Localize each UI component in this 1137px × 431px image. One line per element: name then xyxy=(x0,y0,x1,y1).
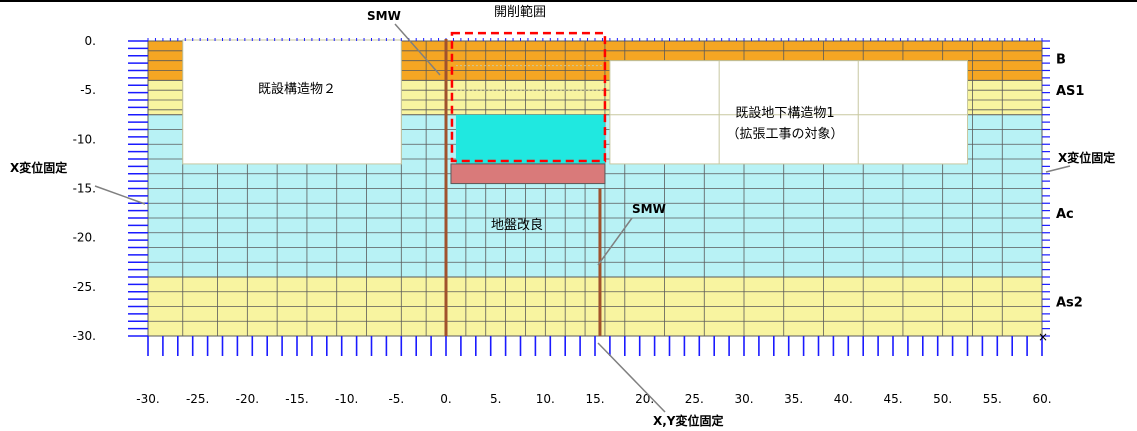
x-tick-label: 50. xyxy=(933,392,952,406)
ground-improvement-label: 地盤改良 xyxy=(491,217,543,233)
x-tick-label: 5. xyxy=(490,392,501,406)
x-tick-label: 30. xyxy=(734,392,753,406)
x-tick-label: -25. xyxy=(186,392,209,406)
layer-label: As2 xyxy=(1056,296,1083,311)
y-tick-label: -20. xyxy=(73,231,96,245)
x-tick-label: 60. xyxy=(1032,392,1051,406)
x-fixed-right-pointer xyxy=(1045,165,1071,173)
existing-underground-structure-1 xyxy=(609,60,969,165)
layer-label: AS1 xyxy=(1056,84,1084,99)
existing-underground-structure-1-sublabel: （拡張工事の対象） xyxy=(726,127,843,142)
y-tick-label: -30. xyxy=(73,329,96,343)
excavation-label: 開削範囲 xyxy=(494,5,546,20)
xy-fixed-label: X,Y変位固定 xyxy=(653,413,724,428)
x-tick-label: -5. xyxy=(388,392,404,406)
x-tick-label: 55. xyxy=(983,392,1002,406)
excavation-boundary xyxy=(450,31,607,163)
y-tick-label: -15. xyxy=(73,182,96,196)
smw-top-pointer xyxy=(394,23,441,76)
x-tick-label: -15. xyxy=(285,392,308,406)
x-tick-label: 0. xyxy=(440,392,451,406)
y-tick-label: -5. xyxy=(80,83,96,97)
layer-label: B xyxy=(1056,53,1066,68)
x-tick-label: 10. xyxy=(536,392,555,406)
xy-fixed-pointer xyxy=(597,342,666,413)
smw-mid-pointer xyxy=(597,217,633,266)
smw-top-label: SMW xyxy=(367,9,401,23)
y-tick-label: 0. xyxy=(85,34,96,48)
x-tick-label: 45. xyxy=(883,392,902,406)
x-tick-label: -30. xyxy=(136,392,159,406)
boundary-conditions: × xyxy=(128,38,1050,356)
existing-underground-structure-1-label: 既設地下構造物1 xyxy=(735,105,834,121)
layer-label: Ac xyxy=(1056,207,1074,222)
x-fixed-left-label: X変位固定 xyxy=(10,160,67,175)
x-fixed-right-label: X変位固定 xyxy=(1058,150,1115,165)
structures xyxy=(182,31,969,185)
smw-mid-label: SMW xyxy=(632,202,666,216)
x-tick-label: 35. xyxy=(784,392,803,406)
ground-improvement xyxy=(450,163,606,185)
y-tick-label: -25. xyxy=(73,280,96,294)
y-tick-label: -10. xyxy=(73,132,96,146)
existing-structure-2-label: 既設構造物２ xyxy=(258,81,336,97)
x-tick-label: -20. xyxy=(236,392,259,406)
existing-structure-2 xyxy=(182,39,402,165)
excavation-fill xyxy=(455,114,605,164)
x-tick-label: 25. xyxy=(685,392,704,406)
structure-1-outline xyxy=(609,60,969,165)
corner-cross-mark: × xyxy=(1038,330,1048,344)
axis-ticks: -30. -25. -20. -15. -10. -5. 0. 5. 10. 15. 20. 25. 3… xyxy=(73,34,1085,406)
x-tick-label: 15. xyxy=(585,392,604,406)
x-tick-label: 40. xyxy=(834,392,853,406)
x-fixed-left-pointer xyxy=(94,185,146,205)
x-tick-label: -10. xyxy=(335,392,358,406)
